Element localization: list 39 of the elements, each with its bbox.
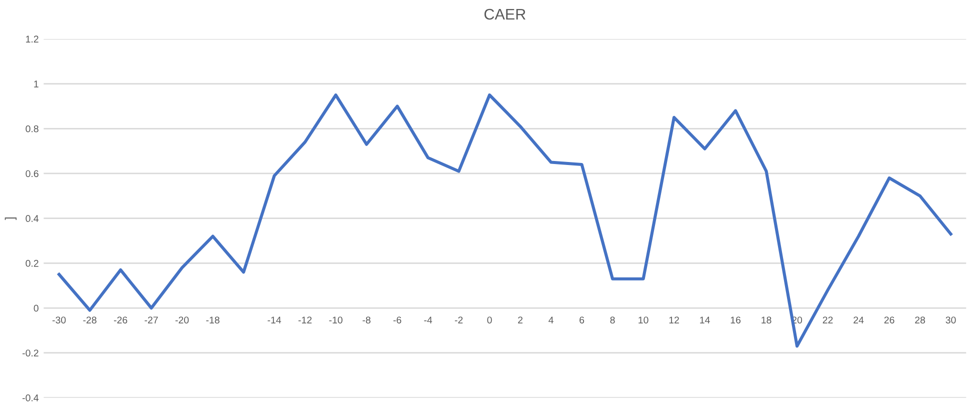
y-tick-label: 0.8	[26, 125, 38, 132]
x-tick-label: 2	[518, 316, 523, 324]
x-tick-label: 28	[915, 316, 926, 324]
x-tick-label: 14	[700, 316, 710, 324]
x-tick-label: 12	[669, 316, 679, 324]
chart-title: CAER	[484, 8, 526, 20]
y-tick-label: 1.2	[26, 36, 38, 42]
y-tick-label: 0.6	[26, 170, 38, 178]
x-tick-label: 10	[638, 316, 648, 324]
x-tick-label: 6	[580, 316, 584, 324]
x-tick-label: -26	[114, 316, 128, 324]
x-tick-label: -4	[424, 316, 432, 324]
x-tick-label: -12	[298, 316, 312, 324]
x-tick-label: -28	[83, 316, 96, 324]
y-axis-title: ]	[4, 217, 17, 220]
x-tick-label: 30	[946, 316, 956, 324]
x-tick-label: -8	[362, 316, 370, 324]
y-tick-label: -0.2	[22, 350, 38, 356]
x-tick-label: -30	[52, 316, 66, 324]
x-tick-label: 8	[610, 316, 615, 324]
x-tick-label: -10	[329, 316, 342, 324]
y-tick-label: 1	[34, 80, 38, 88]
x-tick-label: 18	[762, 316, 772, 324]
x-tick-label: -18	[206, 316, 220, 324]
y-tick-label: 0.2	[26, 260, 38, 267]
x-tick-label: 0	[487, 316, 492, 324]
x-tick-label: 26	[884, 316, 894, 324]
y-tick-label: 0	[34, 304, 38, 312]
x-tick-label: -14	[268, 316, 282, 324]
x-tick-label: -6	[393, 316, 402, 324]
x-tick-label: 24	[854, 316, 864, 324]
x-tick-label: -2	[454, 316, 463, 324]
x-tick-label: 4	[548, 316, 554, 324]
x-tick-label: 16	[730, 316, 741, 324]
y-tick-label: 0.4	[26, 215, 39, 222]
x-tick-label: 22	[822, 316, 833, 324]
x-tick-label: -27	[144, 316, 158, 324]
y-tick-label: -0.4	[22, 394, 39, 402]
x-tick-label: -20	[175, 316, 189, 324]
